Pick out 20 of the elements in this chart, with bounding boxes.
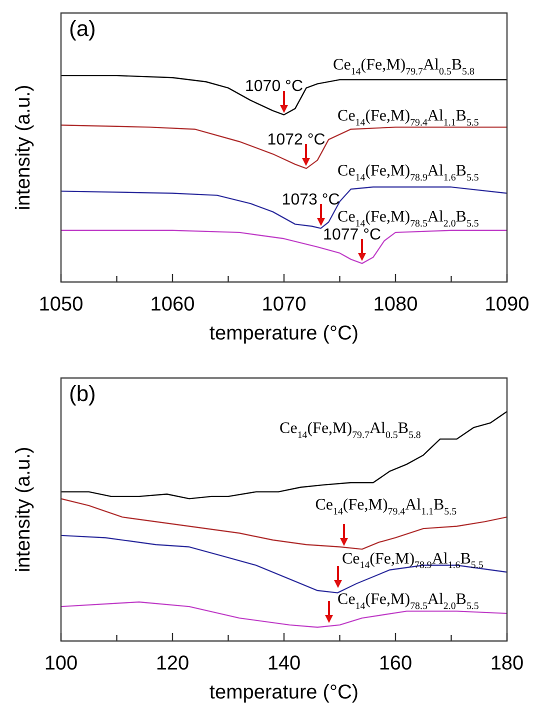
y-axis-title: intensity (a.u.) bbox=[12, 446, 35, 572]
x-tick-label: 1080 bbox=[373, 294, 418, 316]
x-axis-title: temperature (°C) bbox=[209, 682, 359, 704]
annotation: 1077 °C bbox=[323, 226, 382, 244]
x-tick-label: 180 bbox=[490, 652, 524, 675]
x-tick-label: 120 bbox=[156, 652, 190, 675]
x-tick-label: 1050 bbox=[38, 294, 84, 316]
y-axis-title: intensity (a.u.) bbox=[12, 84, 35, 210]
x-tick-label: 160 bbox=[378, 652, 412, 675]
x-tick-label: 1060 bbox=[150, 294, 195, 316]
annotation: 1073 °C bbox=[282, 191, 340, 208]
chart-title: (b) bbox=[69, 381, 96, 406]
x-tick-label: 1070 bbox=[262, 294, 306, 316]
x-tick-label: 1090 bbox=[484, 294, 530, 316]
annotation: 1070 °C bbox=[245, 78, 303, 95]
x-tick-label: 100 bbox=[44, 652, 78, 675]
chart-title: (a) bbox=[69, 16, 96, 42]
x-tick-label: 140 bbox=[267, 652, 301, 675]
annotation: 1072 °C bbox=[267, 131, 326, 148]
x-axis-title: temperature (°C) bbox=[209, 322, 359, 345]
